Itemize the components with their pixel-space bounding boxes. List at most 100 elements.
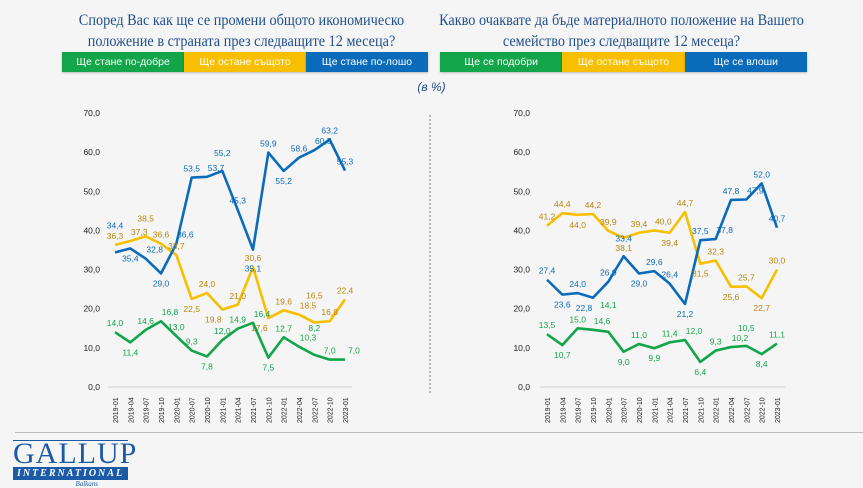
data-label: 30,6 [245, 253, 262, 263]
data-label: 12,7 [275, 323, 292, 333]
data-label: 7,8 [201, 361, 213, 371]
x-tick-label: 2019-04 [560, 397, 567, 423]
x-tick-label: 2019-01 [113, 397, 120, 423]
data-label: 47,8 [723, 186, 740, 196]
data-label: 27,4 [539, 266, 556, 276]
data-label: 8,2 [308, 323, 320, 333]
data-label: 41,2 [539, 212, 556, 222]
data-label: 18,5 [300, 301, 317, 311]
data-label: 45,3 [229, 196, 246, 206]
y-tick-label: 70,0 [513, 108, 530, 118]
data-label: 37,5 [692, 226, 709, 236]
data-label: 31,5 [692, 269, 709, 279]
data-label: 44,2 [585, 200, 602, 210]
data-label: 17,6 [251, 323, 268, 333]
data-label: 44,4 [554, 199, 571, 209]
data-label: 9,3 [186, 337, 198, 347]
data-label: 59,9 [260, 139, 277, 149]
y-tick-label: 50,0 [83, 186, 100, 196]
data-label: 9,9 [648, 353, 660, 363]
x-tick-label: 2019-01 [545, 397, 552, 423]
x-tick-label: 2019-10 [159, 397, 166, 423]
data-label: 35,4 [122, 253, 139, 263]
data-label: 7,5 [262, 363, 274, 373]
data-label: 25,7 [738, 272, 755, 282]
y-tick-label: 40,0 [513, 225, 530, 235]
y-tick-label: 0,0 [88, 382, 100, 392]
legend-item-worsen: Ще се влоши [684, 52, 807, 72]
data-label: 9,3 [710, 337, 722, 347]
x-tick-label: 2021-10 [266, 397, 273, 423]
data-label: 44,0 [569, 220, 586, 230]
x-tick-label: 2021-01 [220, 397, 227, 423]
x-tick-label: 2019-10 [591, 397, 598, 423]
data-label: 63,2 [321, 126, 338, 136]
data-label: 11,0 [631, 330, 647, 340]
y-tick-label: 60,0 [513, 147, 530, 157]
data-label: 24,0 [199, 279, 216, 289]
data-label: 39,4 [661, 238, 678, 248]
gallup-logo: GALLUP INTERNATIONAL Balkans [13, 437, 138, 488]
data-label: 36,6 [177, 230, 194, 240]
left-legend: Ще стане по-добре Ще остане същото Ще ст… [62, 52, 428, 72]
legend-item-better: Ще стане по-добре [62, 52, 184, 72]
legend-item-same: Ще остане същото [184, 52, 306, 72]
y-tick-label: 0,0 [518, 382, 530, 392]
series-line-blue [546, 182, 779, 306]
data-label: 38,1 [615, 243, 632, 253]
series-line-yellow [114, 235, 347, 324]
data-label: 26,4 [661, 270, 678, 280]
data-label: 25,6 [723, 292, 740, 302]
data-label: 22,8 [576, 303, 593, 313]
data-label: 33,4 [615, 233, 632, 243]
data-label: 37,8 [716, 225, 733, 235]
x-tick-label: 2022-04 [729, 397, 736, 423]
x-tick-label: 2020-10 [205, 397, 212, 423]
x-tick-label: 2019-04 [128, 397, 135, 423]
data-label: 32,3 [707, 247, 724, 257]
x-tick-label: 2020-01 [606, 397, 613, 423]
data-label: 8,4 [756, 359, 768, 369]
x-tick-label: 2020-10 [637, 397, 644, 423]
left-chart-title: Според Вас как ще се промени общото икон… [78, 12, 405, 50]
data-label: 38,5 [137, 213, 154, 223]
x-tick-label: 2021-10 [698, 397, 705, 423]
x-tick-label: 2020-07 [190, 397, 197, 423]
data-label: 60,5 [315, 136, 332, 146]
data-label: 36,3 [107, 231, 124, 241]
series-line-blue [114, 138, 347, 275]
x-tick-label: 2019-07 [144, 397, 151, 423]
data-label: 15,0 [569, 314, 586, 324]
data-label: 9,0 [618, 357, 630, 367]
data-label: 40,7 [769, 214, 786, 224]
data-label: 19,8 [205, 314, 222, 324]
data-label: 55,2 [214, 148, 231, 158]
charts-svg: 0,0 10,0 20,0 30,0 40,0 50,0 60,0 70,0 2019-01 20… [83, 108, 786, 423]
data-label: 34,4 [107, 220, 124, 230]
data-label: 21,0 [229, 291, 246, 301]
data-label: 53,7 [208, 163, 225, 173]
data-label: 11,1 [769, 330, 785, 340]
x-tick-label: 2021-01 [652, 397, 659, 423]
y-tick-label: 60,0 [83, 147, 100, 157]
data-label: 21,2 [677, 309, 694, 319]
x-tick-label: 2020-01 [174, 397, 181, 423]
data-label: 30,0 [769, 256, 786, 266]
data-label: 7,0 [348, 346, 360, 356]
y-tick-label: 20,0 [83, 304, 100, 314]
data-label: 39,9 [600, 217, 617, 227]
y-tick-label: 10,0 [513, 343, 530, 353]
data-label: 55,2 [275, 176, 292, 186]
right-legend: Ще се подобри Ще остане същото Ще се вло… [440, 52, 807, 72]
data-label: 13,0 [168, 322, 185, 332]
data-label: 32,8 [146, 245, 163, 255]
data-label: 35,1 [245, 264, 262, 274]
x-tick-label: 2022-01 [282, 397, 289, 423]
x-tick-label: 2022-04 [297, 397, 304, 423]
data-label: 44,7 [677, 198, 694, 208]
series-line-yellow [546, 210, 779, 300]
data-label: 29,0 [631, 278, 648, 288]
data-label: 24,0 [569, 279, 586, 289]
data-label: 22,4 [337, 285, 354, 295]
data-label: 13,5 [539, 320, 556, 330]
